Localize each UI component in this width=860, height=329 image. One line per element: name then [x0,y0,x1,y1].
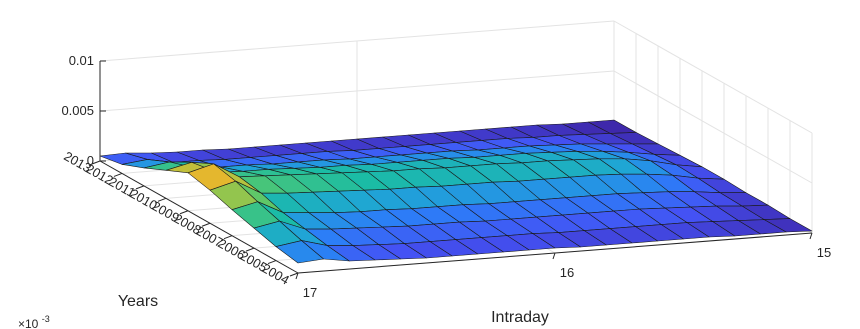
x-tick-label: 15 [817,245,831,260]
x-tick-mark [295,272,299,280]
x-tick-mark [552,252,556,260]
y-tick-mark [91,160,101,165]
grid-line [613,70,813,184]
y-tick-mark [267,260,277,265]
grid-line [613,20,813,134]
z-tick-label: 0.01 [69,53,94,68]
x-axis-label: Intraday [491,309,549,326]
x-tick-label: 17 [303,285,317,300]
y-tick-mark [113,172,123,177]
y-tick-mark [135,185,145,190]
surface-mesh [99,119,813,264]
y-tick-mark [157,197,167,202]
x-tick-mark [809,232,813,240]
y-tick-mark [223,235,233,240]
z-tick-label: 0 [87,153,94,168]
z-tick-label: 0.005 [61,103,94,118]
grid-line [99,20,615,62]
exponent-power: -3 [42,314,50,324]
y-tick-mark [289,272,299,277]
svg-text:×10 -3: ×10 -3 [18,314,50,329]
exponent-label: ×10 -3 [18,314,50,329]
surface-face [763,218,813,233]
y-tick-mark [245,247,255,252]
y-tick-mark [179,210,189,215]
y-axis-line [99,160,299,274]
y-axis-label: Years [118,293,158,310]
x-tick-label: 16 [560,265,574,280]
y-tick-mark [201,222,211,227]
exponent-base: ×10 [18,317,39,329]
grid-line [99,70,615,112]
